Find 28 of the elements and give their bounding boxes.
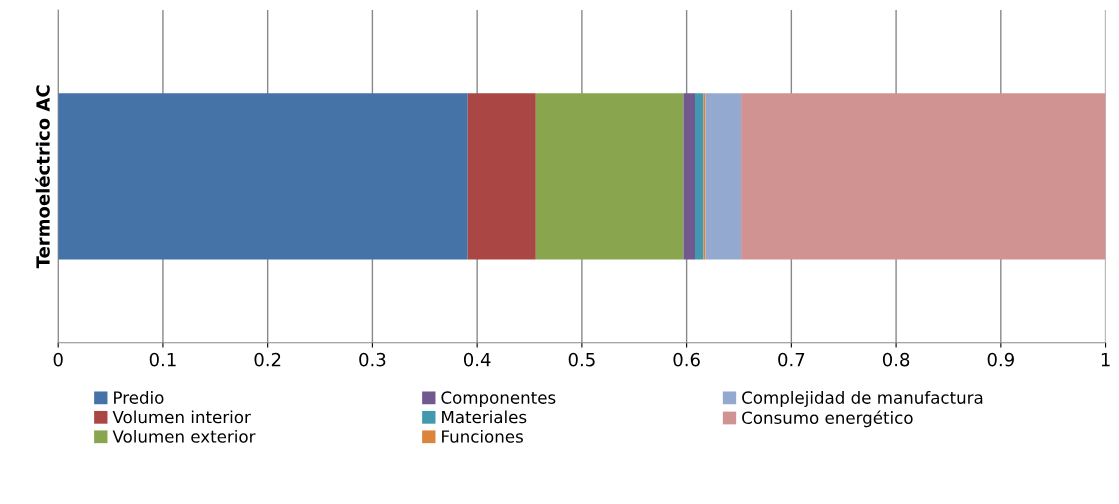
x-tick-label: 0.8 bbox=[882, 352, 910, 367]
legend-label: Predio bbox=[114, 390, 164, 404]
legend-label: Complejidad de manufactura bbox=[742, 390, 983, 408]
bar bbox=[58, 93, 468, 260]
x-tick-label: 0.6 bbox=[673, 352, 700, 367]
y-tick-label: Termoeléctrico AC bbox=[35, 85, 50, 269]
legend-label: Volumen interior bbox=[112, 410, 251, 424]
bar bbox=[535, 93, 684, 260]
x-tick-label: 0.2 bbox=[254, 352, 281, 367]
legend-label: Materiales bbox=[442, 410, 527, 424]
x-tick-label: 0.3 bbox=[359, 352, 386, 367]
bar bbox=[467, 93, 536, 260]
bar bbox=[683, 93, 695, 260]
legend-label: Funciones bbox=[442, 429, 523, 443]
x-tick-label: 0.1 bbox=[149, 352, 176, 367]
bar bbox=[703, 93, 706, 260]
x-tick-label: 0.5 bbox=[568, 352, 595, 367]
x-tick-label: 0.9 bbox=[987, 352, 1014, 367]
x-tick-label: 0 bbox=[53, 352, 63, 367]
bar bbox=[741, 93, 1106, 260]
x-tick-label: 1 bbox=[1101, 353, 1110, 367]
x-tick-label: 0.4 bbox=[463, 352, 491, 367]
x-tick-label: 0.7 bbox=[778, 352, 805, 367]
bar bbox=[695, 93, 704, 260]
legend-label: Volumen exterior bbox=[112, 429, 256, 443]
bar bbox=[705, 93, 742, 260]
legend-label: Componentes bbox=[441, 391, 556, 408]
legend-label: Consumo energético bbox=[742, 410, 913, 428]
